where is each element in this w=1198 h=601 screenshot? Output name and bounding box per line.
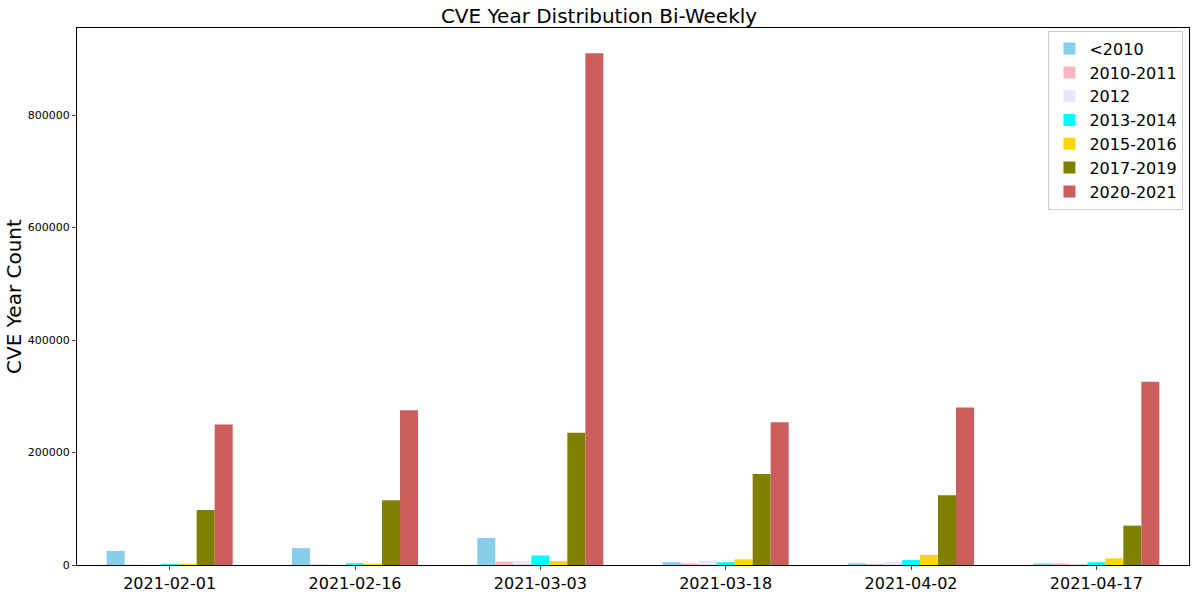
svg-text:2020-2021: 2020-2021 — [1089, 183, 1176, 202]
svg-text:2021-04-17: 2021-04-17 — [1050, 574, 1143, 593]
svg-text:<2010: <2010 — [1089, 40, 1143, 59]
svg-text:2013-2014: 2013-2014 — [1089, 111, 1176, 130]
svg-text:2012: 2012 — [1089, 87, 1130, 106]
svg-text:2021-03-18: 2021-03-18 — [679, 574, 772, 593]
svg-text:2021-03-03: 2021-03-03 — [494, 574, 587, 593]
svg-text:2015-2016: 2015-2016 — [1089, 135, 1176, 154]
svg-text:CVE Year Count: CVE Year Count — [2, 219, 26, 374]
svg-text:600000: 600000 — [28, 221, 70, 234]
svg-text:800000: 800000 — [28, 109, 70, 122]
svg-text:2021-04-02: 2021-04-02 — [865, 574, 958, 593]
svg-text:2021-02-16: 2021-02-16 — [309, 574, 402, 593]
svg-text:2017-2019: 2017-2019 — [1089, 159, 1176, 178]
svg-text:400000: 400000 — [28, 334, 70, 347]
svg-text:CVE Year Distribution Bi-Weekl: CVE Year Distribution Bi-Weekly — [441, 4, 757, 28]
svg-text:2021-02-01: 2021-02-01 — [123, 574, 216, 593]
svg-text:0: 0 — [63, 559, 70, 572]
svg-text:2010-2011: 2010-2011 — [1089, 64, 1176, 83]
svg-text:200000: 200000 — [28, 446, 70, 459]
